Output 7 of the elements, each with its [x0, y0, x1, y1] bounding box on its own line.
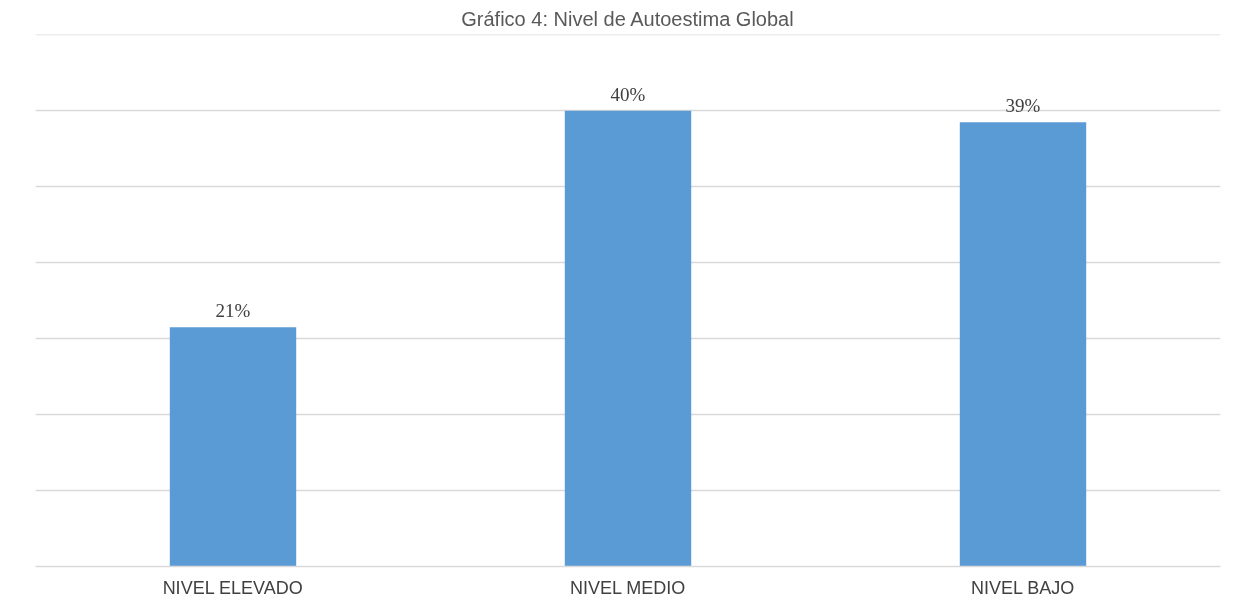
data-label: 39% [1005, 95, 1041, 117]
x-tick-label: NIVEL BAJO [970, 577, 1075, 598]
chart-title: Gráfico 4: Nivel de Autoestima Global [461, 7, 794, 30]
x-tick-label: NIVEL ELEVADO [162, 577, 303, 598]
data-label: 21% [215, 300, 251, 322]
x-tick-label: NIVEL MEDIO [569, 577, 686, 598]
data-label: 40% [610, 83, 646, 105]
